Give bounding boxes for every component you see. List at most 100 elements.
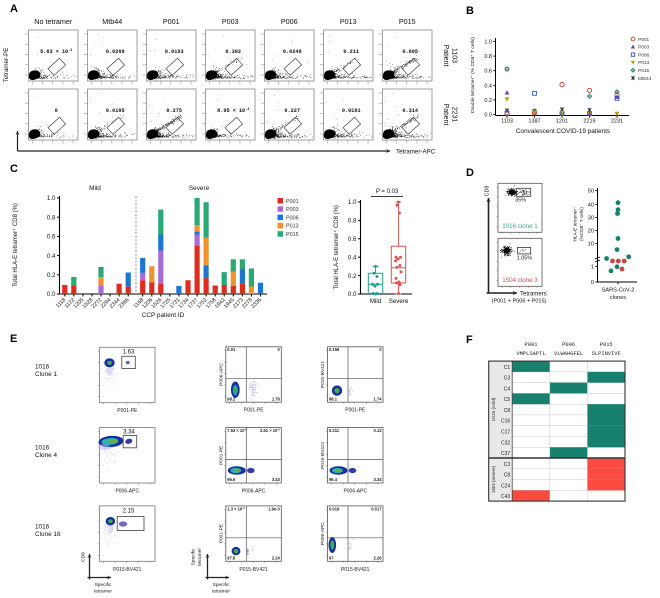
svg-text:SARS-CoV-2: SARS-CoV-2 (602, 288, 635, 294)
svg-text:0.0: 0.0 (484, 113, 492, 119)
svg-text:50: 50 (588, 189, 594, 195)
svg-text:P001: P001 (525, 342, 538, 348)
svg-text:Tetramer-APC: Tetramer-APC (396, 149, 436, 156)
svg-text:0.0: 0.0 (47, 291, 56, 298)
svg-text:clones: clones (610, 295, 626, 301)
svg-text:35%: 35% (515, 198, 526, 204)
svg-text:No tetramer: No tetramer (34, 17, 73, 26)
svg-text:20: 20 (588, 229, 594, 235)
svg-text:3.34: 3.34 (123, 430, 135, 436)
svg-text:2231: 2231 (451, 107, 458, 123)
svg-text:0.158: 0.158 (329, 347, 340, 352)
svg-text:2.51 × 10-3: 2.51 × 10-3 (260, 428, 280, 434)
svg-text:1.0: 1.0 (348, 199, 357, 206)
svg-text:C: C (10, 163, 18, 175)
svg-text:0.4: 0.4 (484, 83, 492, 89)
svg-text:P015: P015 (286, 232, 299, 238)
svg-text:P006: P006 (286, 215, 299, 221)
svg-text:0.4: 0.4 (47, 253, 56, 260)
svg-text:1504 clone 3: 1504 clone 3 (502, 277, 538, 284)
svg-text:0.6: 0.6 (47, 234, 56, 241)
svg-text:C17: C17 (501, 429, 510, 435)
svg-text:Patient: Patient (442, 45, 449, 67)
svg-text:P006-APC: P006-APC (218, 363, 224, 386)
svg-text:Mild: Mild (370, 298, 382, 305)
svg-text:C1: C1 (504, 365, 511, 371)
svg-text:P013: P013 (286, 224, 299, 230)
svg-text:2.24: 2.24 (272, 556, 281, 561)
svg-text:2231: 2231 (611, 119, 623, 125)
svg-text:CD8: CD8 (485, 186, 491, 197)
svg-text:0: 0 (278, 347, 281, 352)
svg-text:1504 (severe): 1504 (severe) (491, 465, 496, 493)
svg-text:P015: P015 (638, 68, 650, 74)
svg-text:1.9e-3: 1.9e-3 (268, 506, 280, 511)
svg-text:P013: P013 (340, 17, 357, 26)
svg-text:40: 40 (588, 203, 594, 209)
svg-text:2.15: 2.15 (123, 509, 135, 515)
svg-text:0.2: 0.2 (348, 273, 357, 280)
svg-text:2.26: 2.26 (374, 556, 383, 561)
svg-text:1103: 1103 (451, 48, 458, 63)
svg-text:C8: C8 (504, 473, 511, 479)
svg-text:P015: P015 (399, 17, 416, 26)
svg-text:1.78: 1.78 (272, 396, 281, 401)
svg-text:0.019: 0.019 (329, 506, 340, 511)
svg-text:0.0269: 0.0269 (106, 49, 125, 55)
svg-text:Mild: Mild (89, 185, 101, 192)
svg-text:Clone 16: Clone 16 (35, 531, 61, 538)
svg-text:0.017: 0.017 (371, 506, 382, 511)
svg-text:P015-BV421: P015-BV421 (320, 361, 326, 389)
svg-text:CD8: CD8 (81, 552, 87, 562)
svg-text:0.0193: 0.0193 (165, 49, 184, 55)
svg-text:0.6: 0.6 (484, 69, 492, 75)
svg-text:tetramer: tetramer (94, 589, 112, 595)
svg-text:97.8: 97.8 (227, 556, 236, 561)
svg-text:0.8: 0.8 (47, 214, 56, 221)
svg-text:0.227: 0.227 (284, 108, 300, 114)
svg-text:0.6: 0.6 (348, 236, 357, 243)
svg-text:1.05%: 1.05% (517, 256, 532, 262)
svg-text:0: 0 (591, 280, 594, 286)
svg-text:Severe: Severe (389, 298, 409, 305)
svg-text:P006-APC: P006-APC (115, 489, 139, 495)
svg-text:0.2: 0.2 (484, 98, 492, 104)
svg-text:Patient: Patient (442, 104, 449, 126)
svg-text:0.314: 0.314 (402, 108, 418, 114)
svg-text:98.2: 98.2 (227, 396, 236, 401)
svg-text:1016: 1016 (35, 524, 50, 531)
svg-text:C37: C37 (501, 451, 510, 457)
svg-text:0.275: 0.275 (166, 108, 182, 114)
svg-text:1.3 × 10-3: 1.3 × 10-3 (227, 506, 245, 512)
svg-text:Clone 4: Clone 4 (35, 452, 57, 459)
svg-text:Total HLA-E tetramer⁺ CD8 (%): Total HLA-E tetramer⁺ CD8 (%) (12, 203, 19, 287)
svg-text:0.01: 0.01 (227, 347, 236, 352)
svg-text:Specific: Specific (95, 582, 112, 588)
svg-text:SLPINVIVF: SLPINVIVF (592, 351, 621, 357)
svg-text:Double tetramer⁺ (% CD8⁺ T cel: Double tetramer⁺ (% CD8⁺ T cells) (470, 37, 476, 113)
svg-text:P001: P001 (163, 17, 180, 26)
svg-text:7.53 × 10-3: 7.53 × 10-3 (227, 428, 247, 434)
svg-text:98.1: 98.1 (329, 396, 338, 401)
svg-text:C16: C16 (501, 419, 510, 425)
svg-text:Tetramer-PE: Tetramer-PE (3, 48, 10, 83)
svg-text:E: E (10, 333, 17, 345)
svg-text:C24: C24 (501, 483, 510, 489)
svg-text:Convalescent COVID-19 patients: Convalescent COVID-19 patients (516, 128, 610, 135)
svg-text:Severe: Severe (189, 185, 210, 192)
svg-text:C3: C3 (504, 462, 511, 468)
svg-text:P003: P003 (222, 17, 239, 26)
svg-text:P006-APC: P006-APC (320, 522, 326, 545)
svg-text:1.63: 1.63 (123, 350, 135, 356)
svg-text:P003: P003 (638, 45, 650, 51)
svg-text:5.63 × 10-3: 5.63 × 10-3 (40, 49, 72, 55)
svg-text:Mtb44: Mtb44 (638, 76, 652, 82)
svg-text:3.43: 3.43 (272, 477, 281, 482)
svg-text:P001-PE: P001-PE (117, 408, 138, 414)
svg-text:8.95 × 10-3: 8.95 × 10-3 (217, 108, 249, 114)
svg-text:1016: 1016 (35, 445, 50, 452)
svg-text:(%CD8⁺ T cells): (%CD8⁺ T cells) (579, 207, 584, 241)
svg-text:HLA-E tetramer⁺: HLA-E tetramer⁺ (573, 206, 578, 242)
svg-text:0.8: 0.8 (348, 218, 357, 225)
svg-text:2336: 2336 (250, 297, 263, 310)
